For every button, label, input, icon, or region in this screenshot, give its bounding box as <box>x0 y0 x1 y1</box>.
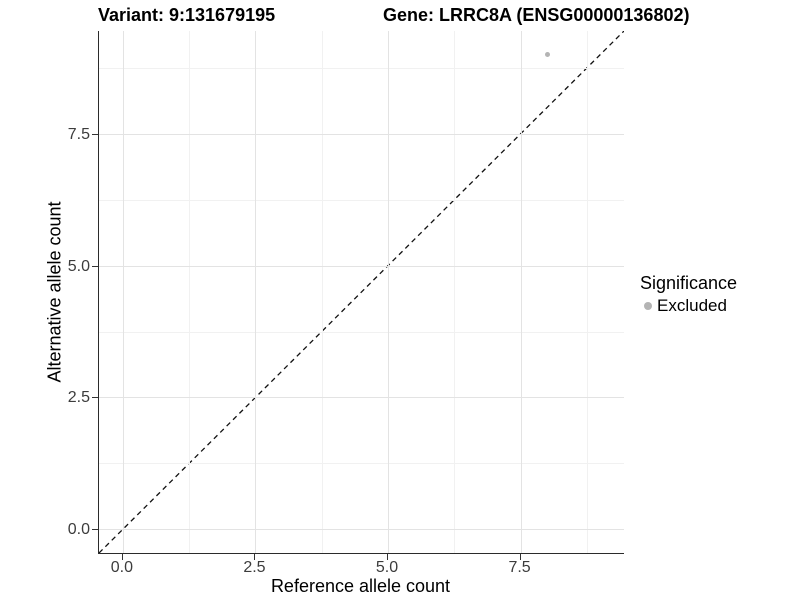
data-point <box>544 52 550 58</box>
x-axis-tick-mark <box>121 554 123 560</box>
y-axis-tick-mark <box>92 265 98 267</box>
x-axis-tick-mark <box>254 554 256 560</box>
major-gridline-vertical <box>255 31 257 553</box>
minor-gridline-vertical <box>586 31 588 553</box>
variant-title: Variant: 9:131679195 <box>98 5 276 25</box>
gene-title: Gene: LRRC8A (ENSG00000136802) <box>383 5 690 25</box>
y-axis-tick-label: 2.5 <box>67 389 90 407</box>
minor-gridline-vertical <box>321 31 323 553</box>
minor-gridline-horizontal <box>99 67 624 69</box>
major-gridline-horizontal <box>99 265 624 267</box>
legend-item-label: Excluded <box>657 296 727 315</box>
x-axis-tick-mark <box>387 554 388 560</box>
y-axis-tick-mark <box>92 397 98 399</box>
major-gridline-horizontal <box>99 397 624 399</box>
x-axis-tick-mark <box>519 554 521 560</box>
minor-gridline-horizontal <box>99 199 624 201</box>
x-axis-tick-label: 7.5 <box>508 559 531 576</box>
y-axis-title: Alternative allele count <box>44 201 65 383</box>
y-axis-tick-mark <box>92 133 98 135</box>
identity-reference-line <box>99 31 624 553</box>
minor-gridline-horizontal <box>99 463 624 465</box>
plot-panel <box>98 31 624 554</box>
major-gridline-horizontal <box>99 133 624 135</box>
minor-gridline-vertical <box>189 31 191 553</box>
x-axis-title: Reference allele count <box>270 576 451 596</box>
y-axis-tick-label: 0.0 <box>67 521 90 539</box>
x-axis-tick-label: 2.5 <box>243 559 266 576</box>
minor-gridline-vertical <box>454 31 456 553</box>
major-gridline-vertical <box>388 31 389 553</box>
y-axis-tick-label: 7.5 <box>67 125 90 143</box>
y-axis-tick-mark <box>92 529 98 531</box>
x-axis-tick-label: 0.0 <box>110 559 133 576</box>
minor-gridline-horizontal <box>99 331 624 333</box>
major-gridline-vertical <box>520 31 522 553</box>
major-gridline-horizontal <box>99 529 624 531</box>
major-gridline-vertical <box>122 31 124 553</box>
x-axis-tick-label: 5.0 <box>375 559 399 576</box>
legend-title: Significance <box>640 273 738 293</box>
y-axis-tick-label: 5.0 <box>67 257 90 275</box>
legend: Significance Excluded <box>640 272 798 316</box>
legend-point-icon <box>644 301 652 310</box>
legend-item-excluded: Excluded <box>640 295 798 316</box>
